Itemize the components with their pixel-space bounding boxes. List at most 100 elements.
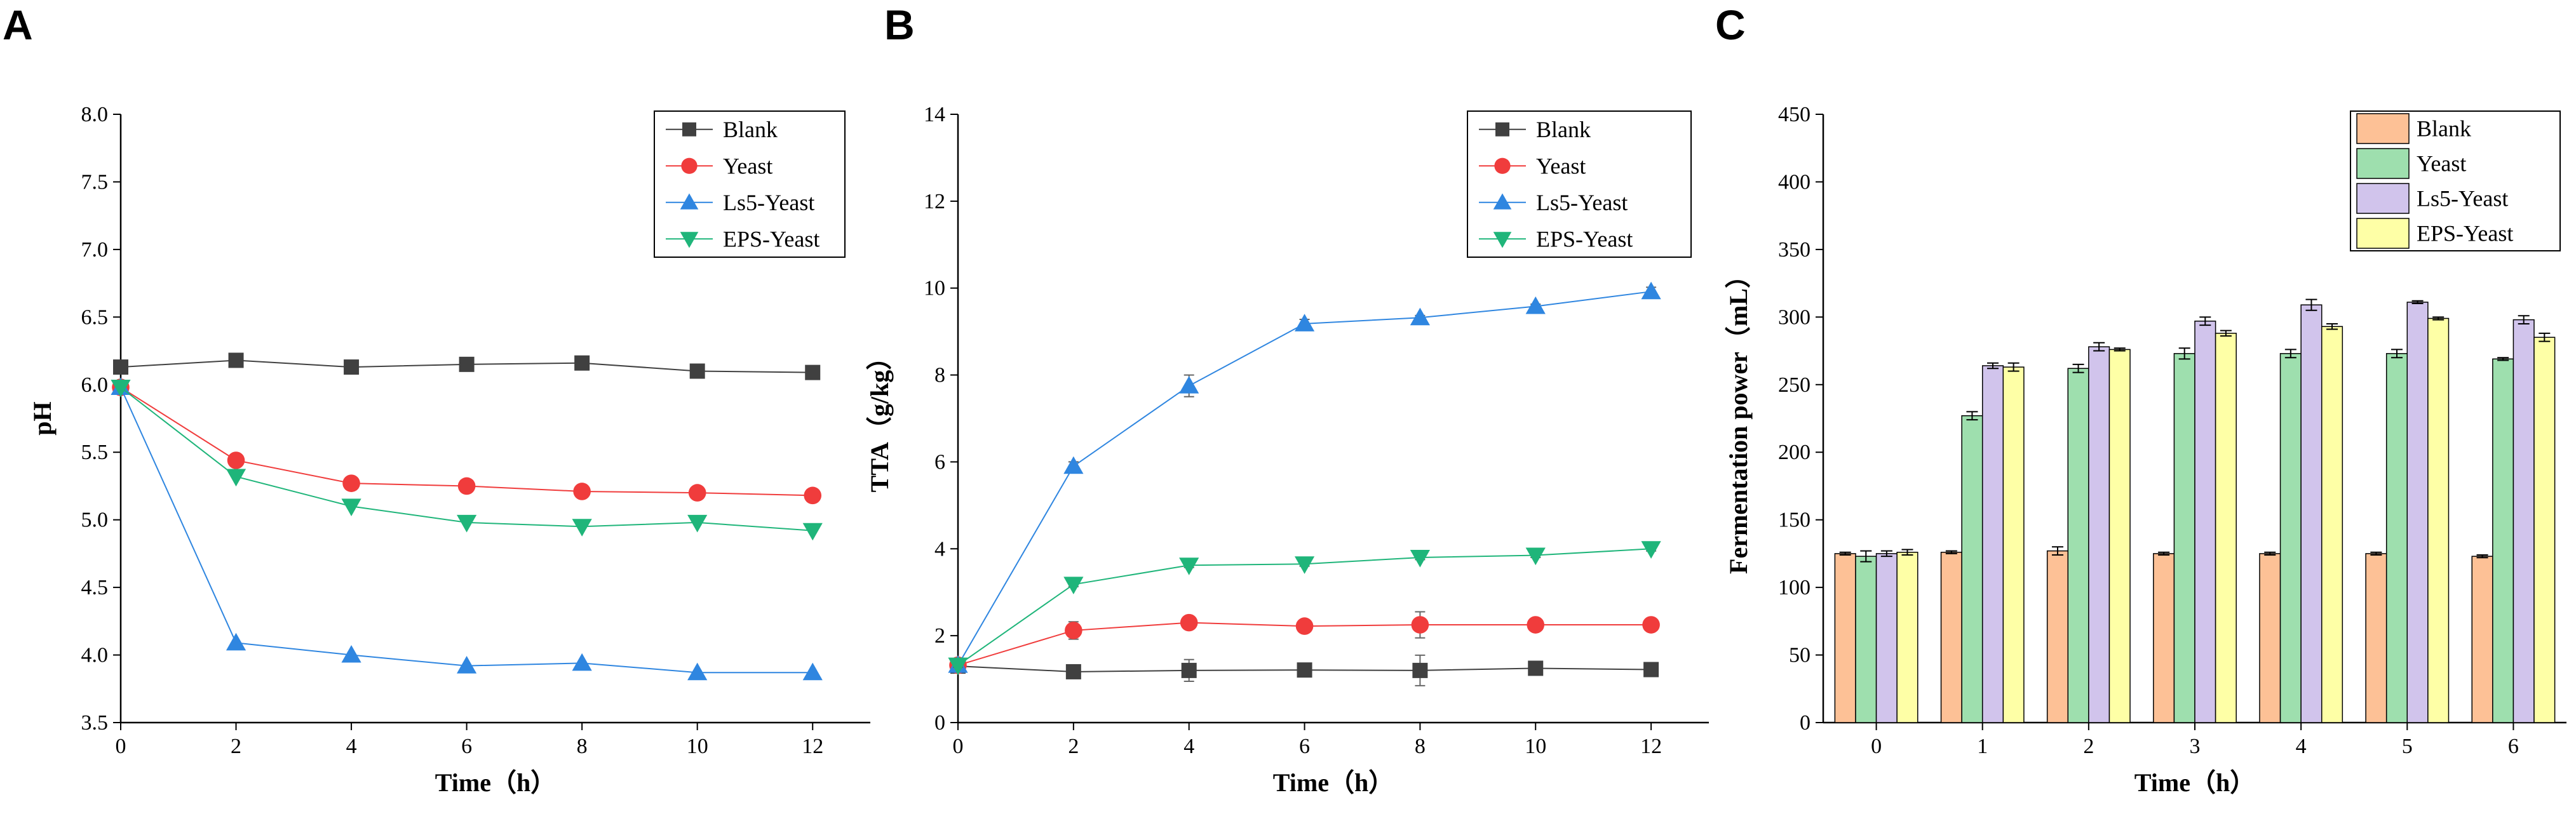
chart-c-bar: [2173, 353, 2195, 723]
chart-a-ytick-label: 6.0: [81, 373, 109, 397]
chart-a-data-point: [573, 483, 591, 500]
chart-c-bar: [2512, 319, 2535, 723]
chart-a-data-point: [804, 486, 822, 505]
chart-b-data-point: [1410, 307, 1430, 326]
chart-c-bar: [2406, 302, 2429, 723]
chart-a-ytick-label: 3.5: [81, 711, 109, 735]
chart-c-bar: [2427, 317, 2450, 723]
chart-b-ytick-label: 12: [924, 190, 945, 213]
chart-a-data-point: [457, 514, 477, 533]
chart-b-data-point: [1179, 557, 1199, 575]
chart-c-y-title: Fermentation power（mL）: [1724, 263, 1753, 574]
chart-b-xtick-label: 2: [1068, 735, 1079, 758]
chart-b-x-title: Time（h）: [1273, 768, 1394, 797]
chart-b-data-point: [1525, 296, 1546, 314]
chart-c-bar: [2215, 333, 2237, 723]
chart-b-legend-marker: [1495, 122, 1509, 137]
chart-c-legend-swatch: [2356, 113, 2410, 144]
chart-c-legend-swatch: [2356, 148, 2410, 179]
chart-b-ytick-label: 4: [934, 537, 945, 561]
chart-a-ytick-label: 5.0: [81, 509, 109, 532]
chart-b-ytick-label: 2: [934, 624, 945, 648]
chart-c-ytick-label: 100: [1778, 576, 1811, 599]
chart-b-ytick-label: 8: [934, 364, 945, 387]
chart-a-xtick-label: 2: [231, 735, 241, 758]
chart-b-data-point: [1063, 456, 1084, 474]
chart-a-data-point: [687, 662, 708, 681]
chart-a-legend-marker: [681, 157, 698, 174]
chart-b-data-point: [1063, 577, 1084, 594]
chart-b-data-point: [1065, 664, 1081, 679]
chart-c-bar: [2194, 320, 2216, 723]
chart-b-data-point: [1181, 662, 1197, 678]
chart-a-data-point: [113, 359, 128, 375]
chart-b-data-point: [1294, 556, 1315, 574]
chart-c-bar: [2108, 349, 2131, 723]
chart-a-legend-label: EPS-Yeast: [723, 226, 819, 251]
chart-b: 0 2 4 6 8 10 12 14 0 2 4 6 8 10 12 Time（h） TTA（g/kg） Blan…: [865, 103, 1709, 797]
chart-a-xtick-label: 4: [346, 735, 357, 758]
chart-b-data-point: [1295, 617, 1314, 635]
chart-b-data-point: [1642, 616, 1660, 634]
chart-a-data-point: [341, 644, 361, 663]
chart-b-xtick-label: 4: [1183, 735, 1194, 758]
chart-c-bar: [2046, 550, 2069, 723]
chart-a-ytick-label: 7.5: [81, 170, 109, 194]
chart-c-legend-label: EPS-Yeast: [2417, 221, 2513, 246]
chart-a-ytick-label: 4.0: [81, 644, 109, 667]
chart-a-xtick-label: 10: [687, 735, 708, 758]
chart-a-xtick-label: 8: [577, 735, 588, 758]
chart-a: 3.5 4.0 4.5 5.0 5.5 6.0 6.5 7.0 7.5 8.0 0 2 4 6 8 10 12 T…: [28, 103, 870, 797]
chart-c-bar: [2002, 366, 2025, 723]
chart-c-bar: [2153, 553, 2175, 723]
chart-a-series-line: [120, 387, 813, 531]
chart-a-data-point: [572, 653, 592, 671]
chart-c-ytick-label: 300: [1778, 305, 1811, 329]
chart-a-xtick-label: 12: [802, 735, 823, 758]
chart-a-legend-label: Yeast: [723, 153, 772, 178]
chart-a-legend-marker: [680, 232, 699, 248]
chart-b-ytick-label: 14: [924, 103, 945, 126]
chart-a-xtick-label: 6: [461, 735, 472, 758]
chart-b-ytick-label: 6: [934, 450, 945, 474]
chart-b-xtick-label: 8: [1415, 735, 1426, 758]
chart-c-xtick-label: 2: [2083, 735, 2094, 758]
chart-b-ytick-label: 0: [934, 711, 945, 735]
chart-a-data-point: [111, 380, 131, 397]
chart-b-xtick-label: 6: [1299, 735, 1310, 758]
panel-label-b: B: [884, 1, 915, 48]
chart-c-bar: [1940, 552, 1962, 723]
chart-b-data-point: [1641, 541, 1661, 559]
chart-c-bar: [2492, 358, 2514, 723]
chart-c-ytick-label: 200: [1778, 441, 1811, 464]
chart-a-data-point: [344, 359, 360, 375]
chart-b-data-point: [1643, 662, 1659, 677]
chart-b-data-point: [1411, 616, 1429, 634]
chart-c-bar: [2279, 353, 2302, 723]
chart-a-data-point: [802, 662, 823, 681]
chart-a-data-point: [228, 352, 244, 368]
chart-c-xtick-label: 0: [1871, 735, 1882, 758]
chart-c-bar: [2365, 553, 2387, 723]
chart-b-data-point: [1410, 549, 1430, 568]
chart-c-bar: [1981, 365, 2004, 723]
chart-b-ytick-label: 10: [924, 277, 945, 300]
chart-c-ytick-label: 50: [1789, 644, 1811, 667]
chart-a-data-point: [574, 355, 590, 371]
chart-a-data-point: [226, 632, 246, 651]
chart-c-ytick-label: 450: [1778, 103, 1811, 126]
chart-b-y-title: TTA（g/kg）: [865, 345, 894, 493]
chart-c-bar: [1896, 552, 1919, 723]
chart-b-xtick-label: 12: [1640, 735, 1662, 758]
chart-b-series-line: [957, 291, 1652, 666]
chart-c-xtick-label: 6: [2508, 735, 2519, 758]
chart-c-bar: [1855, 556, 1877, 723]
chart-b-data-point: [1180, 613, 1198, 632]
chart-c-legend-swatch: [2356, 183, 2410, 214]
chart-c-xtick-label: 5: [2402, 735, 2413, 758]
chart-a-data-point: [805, 364, 821, 380]
chart-a-data-point: [342, 474, 360, 492]
chart-c-xtick-label: 1: [1977, 735, 1988, 758]
chart-a-data-point: [689, 363, 705, 379]
